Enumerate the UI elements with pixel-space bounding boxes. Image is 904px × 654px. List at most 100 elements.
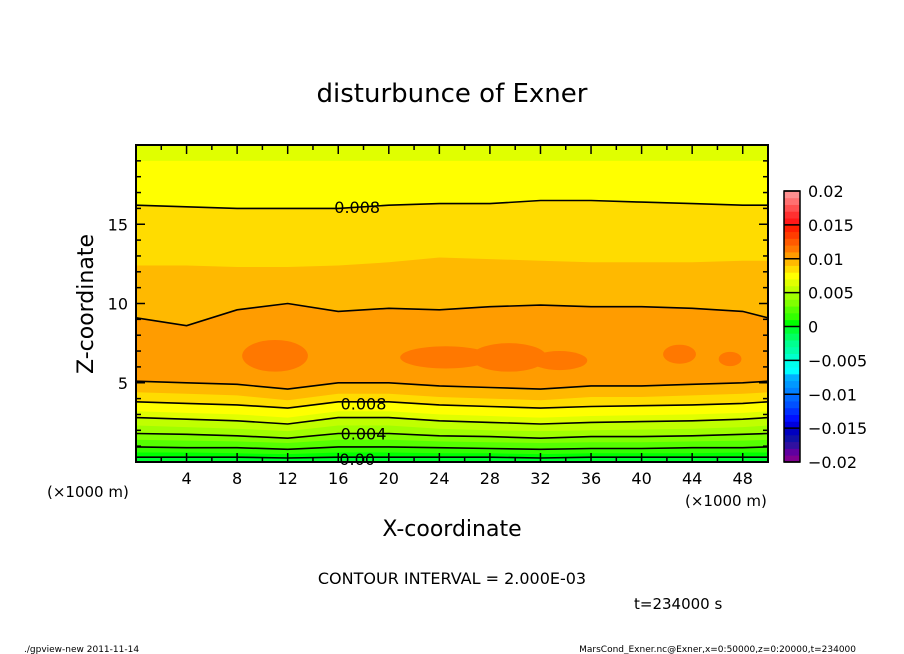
x-tick-label: 44	[682, 469, 702, 488]
colorbar-tick-label: 0	[808, 318, 818, 337]
x-tick-label: 36	[581, 469, 601, 488]
colorbar-cell	[784, 340, 800, 348]
colorbar-cell	[784, 414, 800, 422]
colorbar-tick-label: 0.01	[808, 250, 844, 269]
x-tick-label: 20	[379, 469, 399, 488]
colorbar-cell	[784, 204, 800, 212]
x-tick-label: 16	[328, 469, 348, 488]
colorbar-cell	[784, 197, 800, 205]
contour-fill	[136, 145, 768, 462]
colorbar-cell	[784, 258, 800, 266]
maximum-region	[470, 343, 547, 372]
maximum-region	[400, 346, 492, 369]
colorbar-cell	[784, 434, 800, 443]
contour-line	[136, 432, 768, 440]
colorbar-cell	[784, 299, 800, 307]
x-tick-label: 8	[232, 469, 242, 488]
contour-line	[136, 199, 768, 210]
colorbar-cell	[784, 265, 800, 273]
colorbar-cell	[784, 326, 800, 334]
colorbar-cell	[784, 407, 800, 415]
y-axis-label: Z-coordinate	[74, 234, 99, 374]
colorbar-cell	[784, 353, 800, 361]
program-label: ./gpview-new 2011-11-14	[24, 645, 139, 654]
colorbar-tick-label: 0.015	[808, 216, 854, 235]
colorbar-cell	[784, 387, 800, 395]
y-tick-labels: 5 10 15	[108, 215, 128, 393]
colorbar-cell	[784, 428, 800, 436]
contour-lines	[136, 199, 768, 459]
colorbar-cell	[784, 441, 800, 449]
colorbar-cell	[784, 292, 800, 300]
x-unit-label-left: (×1000 m)	[47, 483, 129, 501]
colorbar-tick-labels: 0.02 0.015 0.01 0.005 0 −0.005 −0.01 −0.015 −0.0…	[808, 182, 867, 472]
contour-label: 0.008	[341, 394, 387, 413]
source-label: MarsCond_Exner.nc@Exner,x=0:50000,z=0:20…	[579, 645, 856, 654]
contour-line	[136, 302, 768, 327]
colorbar-cell	[784, 394, 800, 402]
contour-line	[136, 401, 768, 409]
maximum-region	[242, 339, 308, 372]
colorbar-cell	[784, 306, 800, 314]
x-tick-label: 28	[480, 469, 500, 488]
colorbar-tick-label: −0.005	[808, 351, 867, 370]
x-axis-label: X-coordinate	[382, 517, 521, 542]
contour-line	[136, 456, 768, 459]
y-tick-label: 15	[108, 215, 128, 234]
x-unit-label-right: (×1000 m)	[685, 492, 767, 510]
maximum-region	[531, 351, 588, 371]
colorbar-tick-label: −0.02	[808, 453, 857, 472]
colorbar-cell	[784, 346, 800, 354]
contour-line	[136, 446, 768, 451]
y-tick-label: 10	[108, 295, 128, 314]
contour-line	[136, 416, 768, 425]
colorbar-cell	[784, 231, 800, 239]
colorbar-cell	[784, 279, 800, 287]
colorbar-cell	[784, 245, 800, 253]
contour-label: 0.008	[334, 198, 380, 217]
colorbar-cell	[784, 218, 800, 226]
colorbar-tick-label: 0.005	[808, 284, 854, 303]
colorbar-cell	[784, 448, 800, 456]
colorbar	[783, 190, 801, 463]
colorbar-cell	[784, 251, 800, 260]
colorbar-cell	[784, 333, 800, 341]
colorbar-cell	[784, 285, 800, 294]
colorbar-cell	[784, 191, 800, 199]
axis-ticks	[136, 145, 768, 462]
colorbar-cell	[784, 211, 800, 219]
maximum-region	[663, 344, 696, 364]
colorbar-cell	[784, 401, 800, 409]
colorbar-tick-label: −0.01	[808, 385, 857, 404]
colorbar-cell	[784, 238, 800, 246]
colorbar-tick-label: −0.015	[808, 419, 867, 438]
colorbar-cell	[784, 360, 800, 368]
contour-interval-text: CONTOUR INTERVAL = 2.000E-03	[318, 569, 586, 588]
colorbar-cell	[784, 455, 800, 463]
y-tick-label: 5	[118, 374, 128, 393]
x-tick-label: 32	[530, 469, 550, 488]
colorbar-cell	[784, 421, 800, 429]
x-tick-label: 12	[278, 469, 298, 488]
colorbar-cell	[784, 319, 800, 327]
contour-label: 0.00	[339, 450, 375, 469]
colorbar-cell	[784, 224, 800, 233]
colorbar-cell	[784, 272, 800, 280]
x-tick-label: 40	[631, 469, 651, 488]
contour-label: 0.004	[341, 424, 387, 443]
x-tick-label: 48	[733, 469, 753, 488]
colorbar-cell	[784, 380, 800, 388]
maximum-region	[718, 351, 742, 367]
x-tick-labels: 4 8 12 16 20 24 28 32 36 40 44 48	[181, 469, 752, 488]
x-tick-label: 24	[429, 469, 449, 488]
x-tick-label: 4	[181, 469, 191, 488]
contour-band	[136, 145, 768, 161]
contour-line	[136, 380, 768, 390]
time-label: t=234000 s	[634, 595, 722, 613]
colorbar-tick-label: 0.02	[808, 182, 844, 201]
colorbar-cell	[784, 373, 800, 382]
colorbar-cell	[784, 367, 800, 375]
contour-labels: 0.008 0.008 0.004 0.00	[334, 198, 386, 469]
colorbar-frame	[783, 190, 801, 463]
